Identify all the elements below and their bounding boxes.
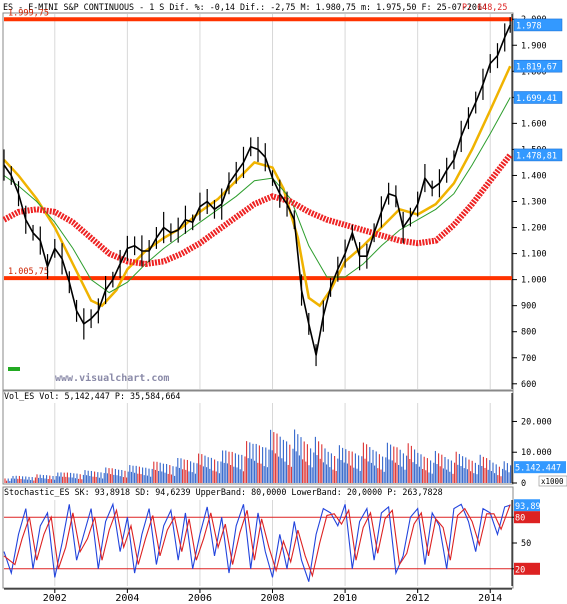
price-y-tick-label: 1.400 bbox=[521, 171, 547, 181]
volume-y-tick-label: 10.000 bbox=[521, 448, 552, 458]
stochastic-badge bbox=[514, 562, 540, 575]
price-axis-badge-label: 1.478,81 bbox=[516, 151, 557, 161]
stochastic-title: Stochastic_ES SK: 93,8918 SD: 94,6239 Up… bbox=[4, 487, 443, 497]
price-y-tick-label: 1.200 bbox=[521, 224, 547, 234]
price-axis-badges: 1.978 1.819,67 1.699,41 1.478,81 bbox=[513, 18, 563, 162]
price-y-tick-label: 800 bbox=[521, 328, 536, 338]
x-tick-label: 2012 bbox=[406, 593, 430, 604]
price-axis-badge bbox=[513, 18, 563, 32]
stochastic-y-tick-label: 50 bbox=[521, 539, 531, 549]
price-y-tick-label: 1.100 bbox=[521, 250, 547, 260]
price-y-tick-label: 1.300 bbox=[521, 198, 547, 208]
price-y-tick-label: 900 bbox=[521, 302, 536, 312]
stochastic-panel-frame bbox=[2, 486, 514, 589]
x-tick-label: 2014 bbox=[478, 593, 502, 604]
volume-unit-label: x1000 bbox=[541, 477, 564, 486]
x-tick-label: 2008 bbox=[260, 593, 284, 604]
price-y-tick-label: 600 bbox=[521, 380, 536, 390]
watermark: www.visualchart.com bbox=[55, 372, 169, 384]
x-tick-label: 2010 bbox=[333, 593, 357, 604]
price-series-group bbox=[2, 17, 513, 367]
stochastic-badge-label: 20 bbox=[515, 565, 525, 575]
stochastic-badge-label: 80 bbox=[515, 514, 525, 524]
stochastic-badge bbox=[514, 511, 540, 524]
green-marker bbox=[8, 367, 20, 371]
price-y-tick-label: 1.600 bbox=[521, 119, 547, 129]
price-axis-badge bbox=[513, 91, 563, 104]
price-horizontal-lines: 1.999,75 1.005,75 bbox=[4, 8, 512, 281]
x-axis: 2002 2004 2006 2008 2010 2012 2014 bbox=[4, 588, 512, 604]
green-moving-average-line bbox=[3, 97, 511, 294]
hline-label: 1.005,75 bbox=[8, 267, 49, 277]
price-axis-badge-label: 1.699,41 bbox=[516, 94, 557, 104]
stochastic-badge-label: 93,89 bbox=[515, 502, 541, 512]
volume-panel-frame bbox=[2, 390, 514, 485]
volume-last-value-label: 5.142.447 bbox=[515, 464, 561, 474]
price-y-tick-label: 1.000 bbox=[521, 276, 547, 286]
x-tick-label: 2006 bbox=[188, 593, 212, 604]
volume-unit-box bbox=[538, 475, 567, 487]
volume-bars bbox=[4, 429, 512, 483]
price-axis-badge-label: 1.819,67 bbox=[516, 63, 557, 73]
stochastic-sd-line bbox=[3, 504, 511, 578]
volume-y-tick-label: 20.000 bbox=[521, 417, 552, 427]
volume-y-axis: 20.000 10.000 0 5.142.447 x1000 bbox=[511, 393, 567, 489]
price-axis-badge-label: 1.978 bbox=[516, 21, 542, 31]
yellow-moving-average-line bbox=[3, 65, 512, 308]
price-y-tick-label: 1.900 bbox=[521, 41, 547, 51]
x-tick-label: 2002 bbox=[43, 593, 67, 604]
volume-title: Vol_ES Vol: 5,142,447 P: 35,584,664 bbox=[4, 391, 180, 401]
stochastic-series-group bbox=[3, 502, 511, 582]
price-y-tick-label: 700 bbox=[521, 354, 536, 364]
price-axis-badge bbox=[513, 59, 563, 73]
x-tick-label: 2004 bbox=[115, 593, 139, 604]
chart-header-text: ES - E-MINI S&P CONTINUOUS - 1 S Dif. %:… bbox=[3, 2, 487, 12]
volume-y-tick-label: 0 bbox=[521, 479, 526, 489]
hline-label: 1.999,75 bbox=[8, 8, 49, 18]
red-moving-average-line bbox=[2, 153, 513, 268]
volume-last-value-badge bbox=[514, 461, 566, 474]
price-axis-badge bbox=[513, 148, 563, 162]
stochastic-badge bbox=[514, 499, 540, 512]
chart-header-extra: P: 648,25 bbox=[462, 2, 507, 12]
